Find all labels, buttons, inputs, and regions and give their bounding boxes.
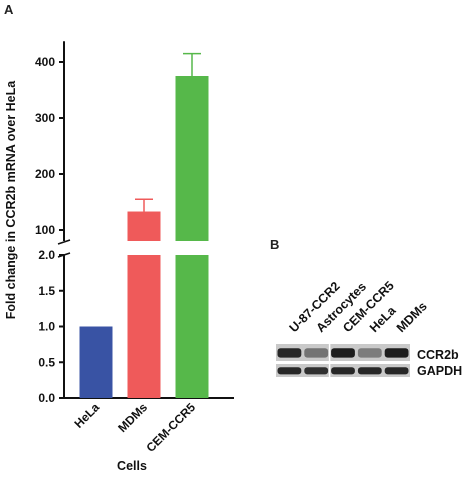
blot-band <box>277 367 302 375</box>
blot-band <box>304 367 329 375</box>
y-tick-label: 1.0 <box>38 320 55 334</box>
x-tick-label: MDMs <box>115 400 150 435</box>
bar-cem-ccr5-upper <box>175 76 209 241</box>
x-tick-label: CEM-CCR5 <box>143 400 198 455</box>
panel-b-label: B <box>270 237 279 252</box>
panel-a-label: A <box>4 2 14 17</box>
bar-hela <box>79 326 113 398</box>
bar-chart: 0.0 0.5 1.0 1.5 2.0 100 200 300 400 HeLa MDMsCEM-C… <box>35 41 234 455</box>
y-tick-label: 2.0 <box>38 248 55 262</box>
blot-band-label: GAPDH <box>417 364 462 378</box>
bar-mdms-upper <box>127 211 161 241</box>
y-tick-label: 400 <box>35 55 55 69</box>
x-axis-title: Cells <box>117 459 147 473</box>
y-tick-label: 200 <box>35 167 55 181</box>
axis-break-mark <box>57 239 71 245</box>
bar-mdms-lower <box>127 255 161 398</box>
y-tick-label: 0.5 <box>38 355 55 369</box>
blot-band <box>384 367 409 375</box>
blot-band-label: CCR2b <box>417 348 459 362</box>
blot-band <box>277 348 302 358</box>
x-tick-label: HeLa <box>71 400 102 431</box>
blot-band <box>331 367 355 375</box>
y-tick-label: 0.0 <box>38 391 55 405</box>
western-blot: U-87-CCR2AstrocytesCEM-CCR5HeLaMDMsCCR2b… <box>276 279 462 378</box>
y-tick-label: 100 <box>35 223 55 237</box>
y-axis-title: Fold change in CCR2b mRNA over HeLa <box>4 80 18 320</box>
y-tick-label: 300 <box>35 111 55 125</box>
bar-cem-ccr5-lower <box>175 255 209 398</box>
blot-band <box>331 348 355 358</box>
y-tick-label: 1.5 <box>38 284 55 298</box>
blot-band <box>357 367 382 375</box>
blot-band <box>357 348 382 358</box>
blot-lane-label: MDMs <box>394 299 430 335</box>
blot-band <box>304 348 329 358</box>
blot-band <box>384 348 409 358</box>
